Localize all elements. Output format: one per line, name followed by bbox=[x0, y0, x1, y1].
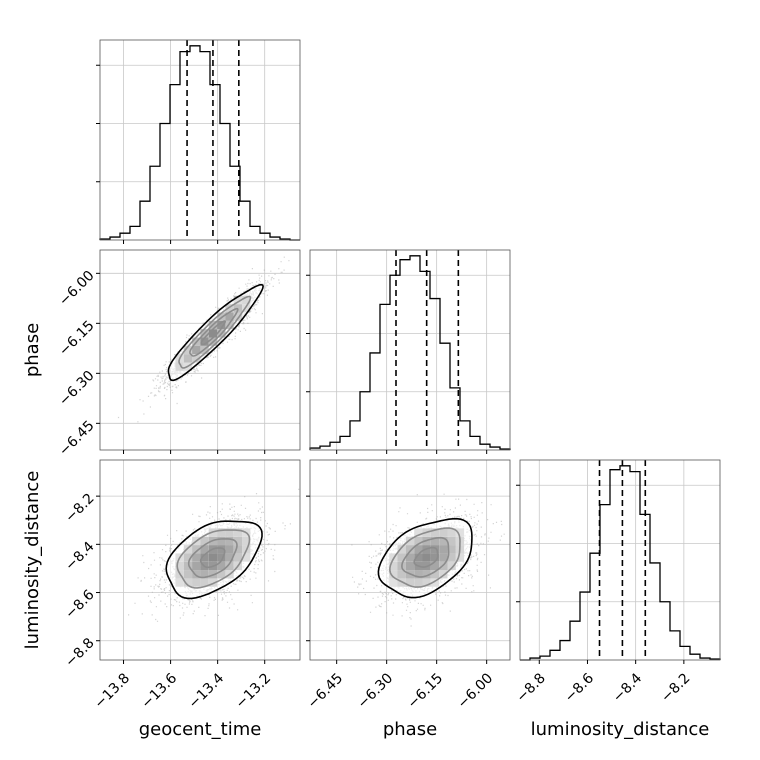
scatter-panel-geocent-time-vs-luminosity-distance: −13.8 −13.6 −13.4 −13.2 −8.8 −8.6 −8.4 −8.2 bbox=[62, 459, 301, 712]
x-tick-label: −13.6 bbox=[139, 670, 181, 712]
x-tick-label: −8.4 bbox=[610, 670, 645, 705]
x-tick-label: −6.15 bbox=[405, 670, 447, 712]
x-tick-label: −13.4 bbox=[186, 670, 228, 712]
contour-line bbox=[165, 520, 263, 600]
y-tick-label: −8.6 bbox=[62, 587, 97, 622]
histogram-step-line bbox=[99, 45, 300, 241]
x-axis-label-phase: phase bbox=[383, 719, 437, 740]
x-tick-label: −6.00 bbox=[455, 670, 497, 712]
x-tick-label: −8.2 bbox=[658, 670, 693, 705]
y-tick-label: −8.2 bbox=[62, 490, 97, 525]
y-tick-label: −6.30 bbox=[56, 368, 98, 410]
x-tick-label: −6.30 bbox=[355, 670, 397, 712]
marginal-panel-luminosity-distance: −8.8 −8.6 −8.4 −8.2 bbox=[514, 459, 721, 706]
x-tick-label: −13.8 bbox=[91, 670, 133, 712]
histogram-step-line bbox=[309, 255, 511, 450]
scatter-panel-geocent-time-vs-phase: −6.45 −6.30 −6.15 −6.00 bbox=[56, 249, 301, 460]
histogram-step-line bbox=[520, 465, 721, 661]
contour-line bbox=[377, 517, 473, 599]
x-axis-label-luminosity-distance: luminosity_distance bbox=[531, 719, 710, 740]
scatter-panel-phase-vs-luminosity-distance: −6.45 −6.30 −6.15 −6.00 bbox=[305, 459, 511, 712]
marginal-panel-geocent-time bbox=[96, 39, 301, 244]
contour-line bbox=[167, 283, 264, 382]
panel-frame bbox=[99, 459, 301, 661]
x-axis-label-geocent-time: geocent_time bbox=[139, 719, 262, 740]
y-tick-label: −6.15 bbox=[56, 318, 98, 360]
y-tick-label: −6.00 bbox=[56, 268, 98, 310]
y-tick-label: −8.8 bbox=[62, 635, 97, 670]
panel-frame bbox=[99, 249, 301, 451]
panel-frame bbox=[309, 459, 511, 661]
panel-frame bbox=[519, 459, 721, 661]
panel-frame bbox=[309, 249, 511, 451]
panel-content bbox=[128, 488, 300, 622]
x-tick-label: −6.45 bbox=[305, 670, 347, 712]
panel-content bbox=[117, 256, 290, 423]
x-tick-label: −8.6 bbox=[562, 670, 597, 705]
y-axis-label-luminosity-distance: luminosity_distance bbox=[22, 471, 43, 650]
y-axis-label-phase: phase bbox=[22, 323, 43, 377]
marginal-panel-phase bbox=[306, 249, 511, 454]
panel-frame bbox=[99, 39, 301, 241]
x-tick-label: −8.8 bbox=[514, 670, 549, 705]
x-tick-label: −13.2 bbox=[233, 670, 275, 712]
y-tick-label: −6.45 bbox=[56, 418, 98, 460]
panel-content bbox=[351, 493, 505, 627]
y-tick-label: −8.4 bbox=[62, 539, 97, 574]
